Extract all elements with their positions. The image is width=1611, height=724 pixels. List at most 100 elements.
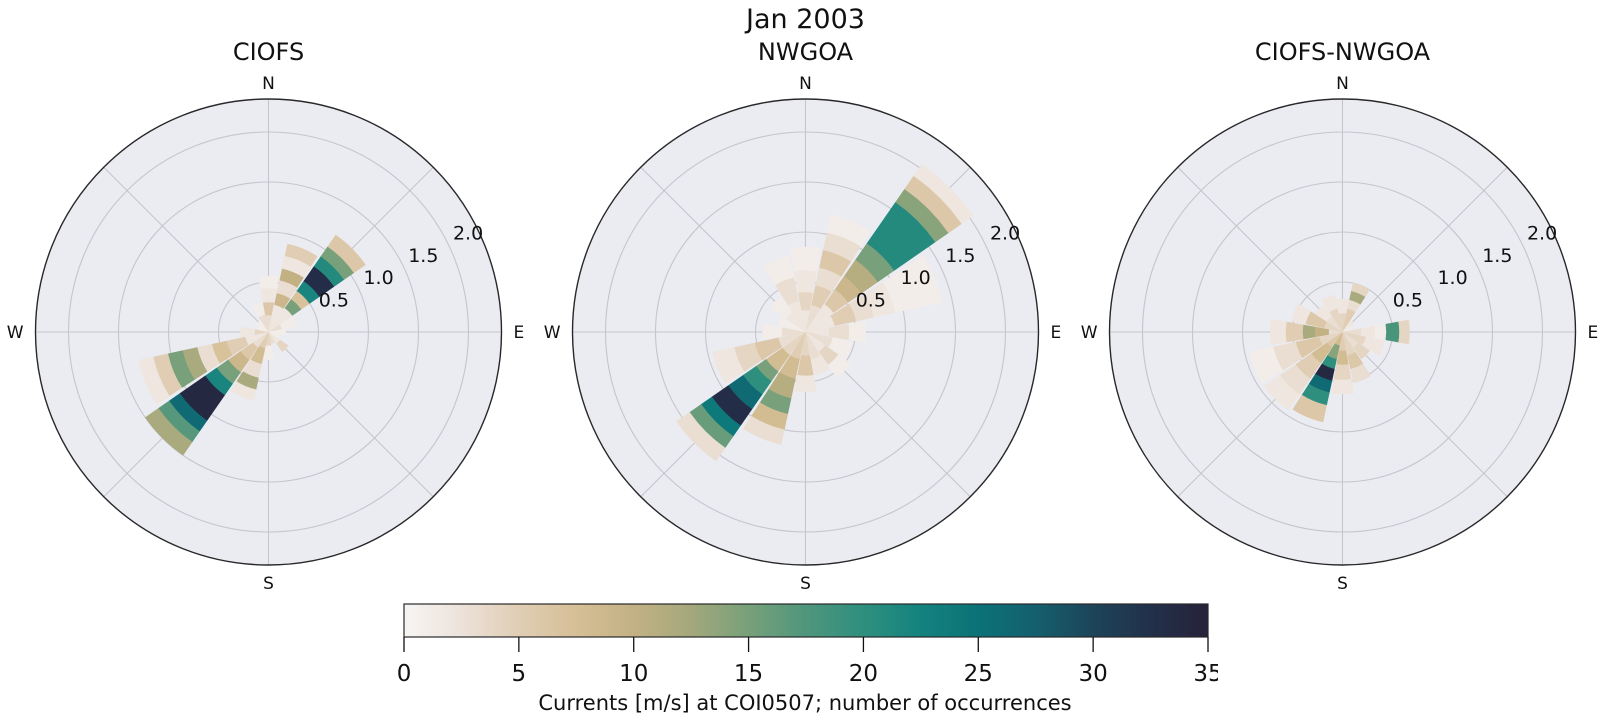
cardinal-label-s: S (1337, 574, 1348, 594)
rose-chart-nwgoa: 0.5 1.0 1.5 2.0 N S E W (544, 74, 1062, 594)
rose-bar-segment (827, 354, 852, 378)
polar-plot-ciofs: CIOFS 0.5 1.0 1.5 2.0 N S E W (0, 0, 537, 610)
rose-bar-segment (828, 337, 853, 359)
colorbar-tick-label: 0 (398, 661, 411, 687)
rose-bar-segment (794, 375, 817, 393)
rose-bar-segment (1285, 321, 1304, 343)
colorbar-frame (403, 603, 1209, 638)
cardinal-label-e: E (1051, 323, 1062, 343)
colorbar-tick-label: 20 (849, 661, 878, 687)
cardinal-label-w: W (1081, 323, 1098, 343)
colorbar-label: Currents [m/s] at COI0507; number of occ… (538, 691, 1072, 715)
rose-bar-segment (276, 339, 289, 353)
rose-bar-segment (742, 415, 785, 445)
plot-title-ciofs-nwgoa: CIOFS-NWGOA (1254, 38, 1431, 66)
colorbar-tick-label: 30 (1079, 661, 1108, 687)
radial-tick-label: 1.0 (900, 267, 930, 289)
radial-tick-label: 1.0 (363, 267, 393, 289)
rose-bar-segment (1398, 319, 1410, 345)
rose-bar-segment (913, 164, 974, 225)
polar-plot-ciofs-nwgoa: CIOFS-NWGOA 0.5 1.0 1.5 2.0 N S E W (1074, 0, 1611, 610)
rose-bar-segment (284, 243, 318, 267)
rose-bar-segment (712, 347, 745, 384)
cardinal-label-n: N (799, 74, 812, 94)
radial-tick-label: 1.0 (1437, 267, 1467, 289)
radial-tick-label: 1.5 (945, 245, 975, 267)
rose-bar-segment (263, 345, 274, 361)
radial-tick-label: 2.0 (990, 222, 1020, 244)
polar-outline (34, 98, 503, 566)
rose-bar-segment (258, 275, 279, 289)
radial-tick-label: 0.5 (856, 289, 886, 311)
rose-bar-segment (144, 408, 193, 456)
polar-outline (571, 98, 1040, 566)
cardinal-label-s: S (263, 574, 274, 594)
colorbar-tick-label: 15 (734, 661, 763, 687)
cardinal-label-n: N (262, 74, 275, 94)
rose-bar-segment (230, 381, 257, 401)
cardinal-label-s: S (800, 574, 811, 594)
radial-tick-label: 0.5 (319, 289, 349, 311)
rose-bar-segment (762, 255, 794, 286)
angular-gridline (1177, 166, 1343, 333)
rose-chart-ciofs-nwgoa: 0.5 1.0 1.5 2.0 N S E W (1081, 74, 1599, 594)
polar-plot-nwgoa: NWGOA 0.5 1.0 1.5 2.0 N S E W (537, 0, 1074, 610)
rose-bar-segment (1385, 321, 1400, 343)
rose-bar-segment (279, 315, 298, 330)
figure-title: Jan 2003 (746, 4, 865, 35)
angular-gridline (1342, 166, 1508, 333)
rose-bar-segment (769, 296, 793, 319)
radial-tick-label: 2.0 (1527, 222, 1557, 244)
rose-bar-segment (1362, 336, 1385, 356)
rose-bar-segment (676, 412, 726, 462)
rose-bar-segment (1249, 346, 1284, 384)
colorbar-tick-label: 5 (512, 661, 527, 687)
colorbar-gradient (404, 604, 1208, 637)
rose-bar-segment (811, 355, 830, 376)
colorbar-tick-label: 10 (619, 661, 648, 687)
angular-gridline (103, 166, 269, 333)
colorbar-tick-label: 35 (1193, 661, 1218, 687)
rose-bar-segment (1351, 282, 1370, 298)
rose-bar-segment (1264, 374, 1300, 411)
rose-chart-ciofs: 0.5 1.0 1.5 2.0 N S E W (7, 74, 525, 594)
rose-bar-segment (1333, 364, 1352, 381)
angular-gridline (268, 331, 434, 498)
colorbar-tick-label: 25 (964, 661, 993, 687)
angular-gridline (1342, 331, 1508, 498)
cardinal-label-w: W (7, 323, 24, 343)
rose-bar-segment (762, 324, 783, 340)
rose-bar-segment (794, 269, 817, 293)
radial-tick-label: 1.5 (408, 245, 438, 267)
radial-tick-label: 0.5 (1393, 289, 1423, 311)
radial-tick-label: 1.5 (1482, 245, 1512, 267)
rose-bar-segment (251, 302, 265, 318)
rose-bar-segment (1302, 324, 1316, 340)
rose-bar-segment (1352, 342, 1370, 360)
rose-bar-segment (240, 326, 256, 338)
rose-bar-segment (1350, 363, 1371, 384)
cardinal-label-n: N (1336, 74, 1349, 94)
rose-bar-segment (1336, 298, 1349, 314)
cardinal-label-e: E (514, 323, 525, 343)
rose-bar-segment (777, 316, 806, 333)
radial-tick-label: 2.0 (453, 222, 483, 244)
rose-bar-segment (790, 246, 821, 272)
rose-bar-segment (1321, 294, 1338, 313)
colorbar: 0 5 10 15 20 25 30 35 (398, 603, 1218, 687)
rose-bar-segment (260, 287, 277, 303)
plot-title-nwgoa: NWGOA (757, 38, 854, 66)
polar-outline (1108, 98, 1577, 566)
rose-bar-segment (1315, 304, 1333, 322)
rose-bar-segment (138, 356, 170, 405)
rose-bar-segment (1374, 323, 1387, 341)
plot-title-ciofs: CIOFS (232, 38, 305, 66)
rose-bar-segment (826, 214, 871, 247)
cardinal-label-w: W (544, 323, 561, 343)
rose-bar-segment (848, 321, 866, 343)
rose-bar-segment (1331, 378, 1354, 395)
rose-bar-segment (1270, 318, 1287, 346)
rose-bar-segment (1292, 394, 1327, 423)
rose-bar-segment (327, 234, 366, 274)
